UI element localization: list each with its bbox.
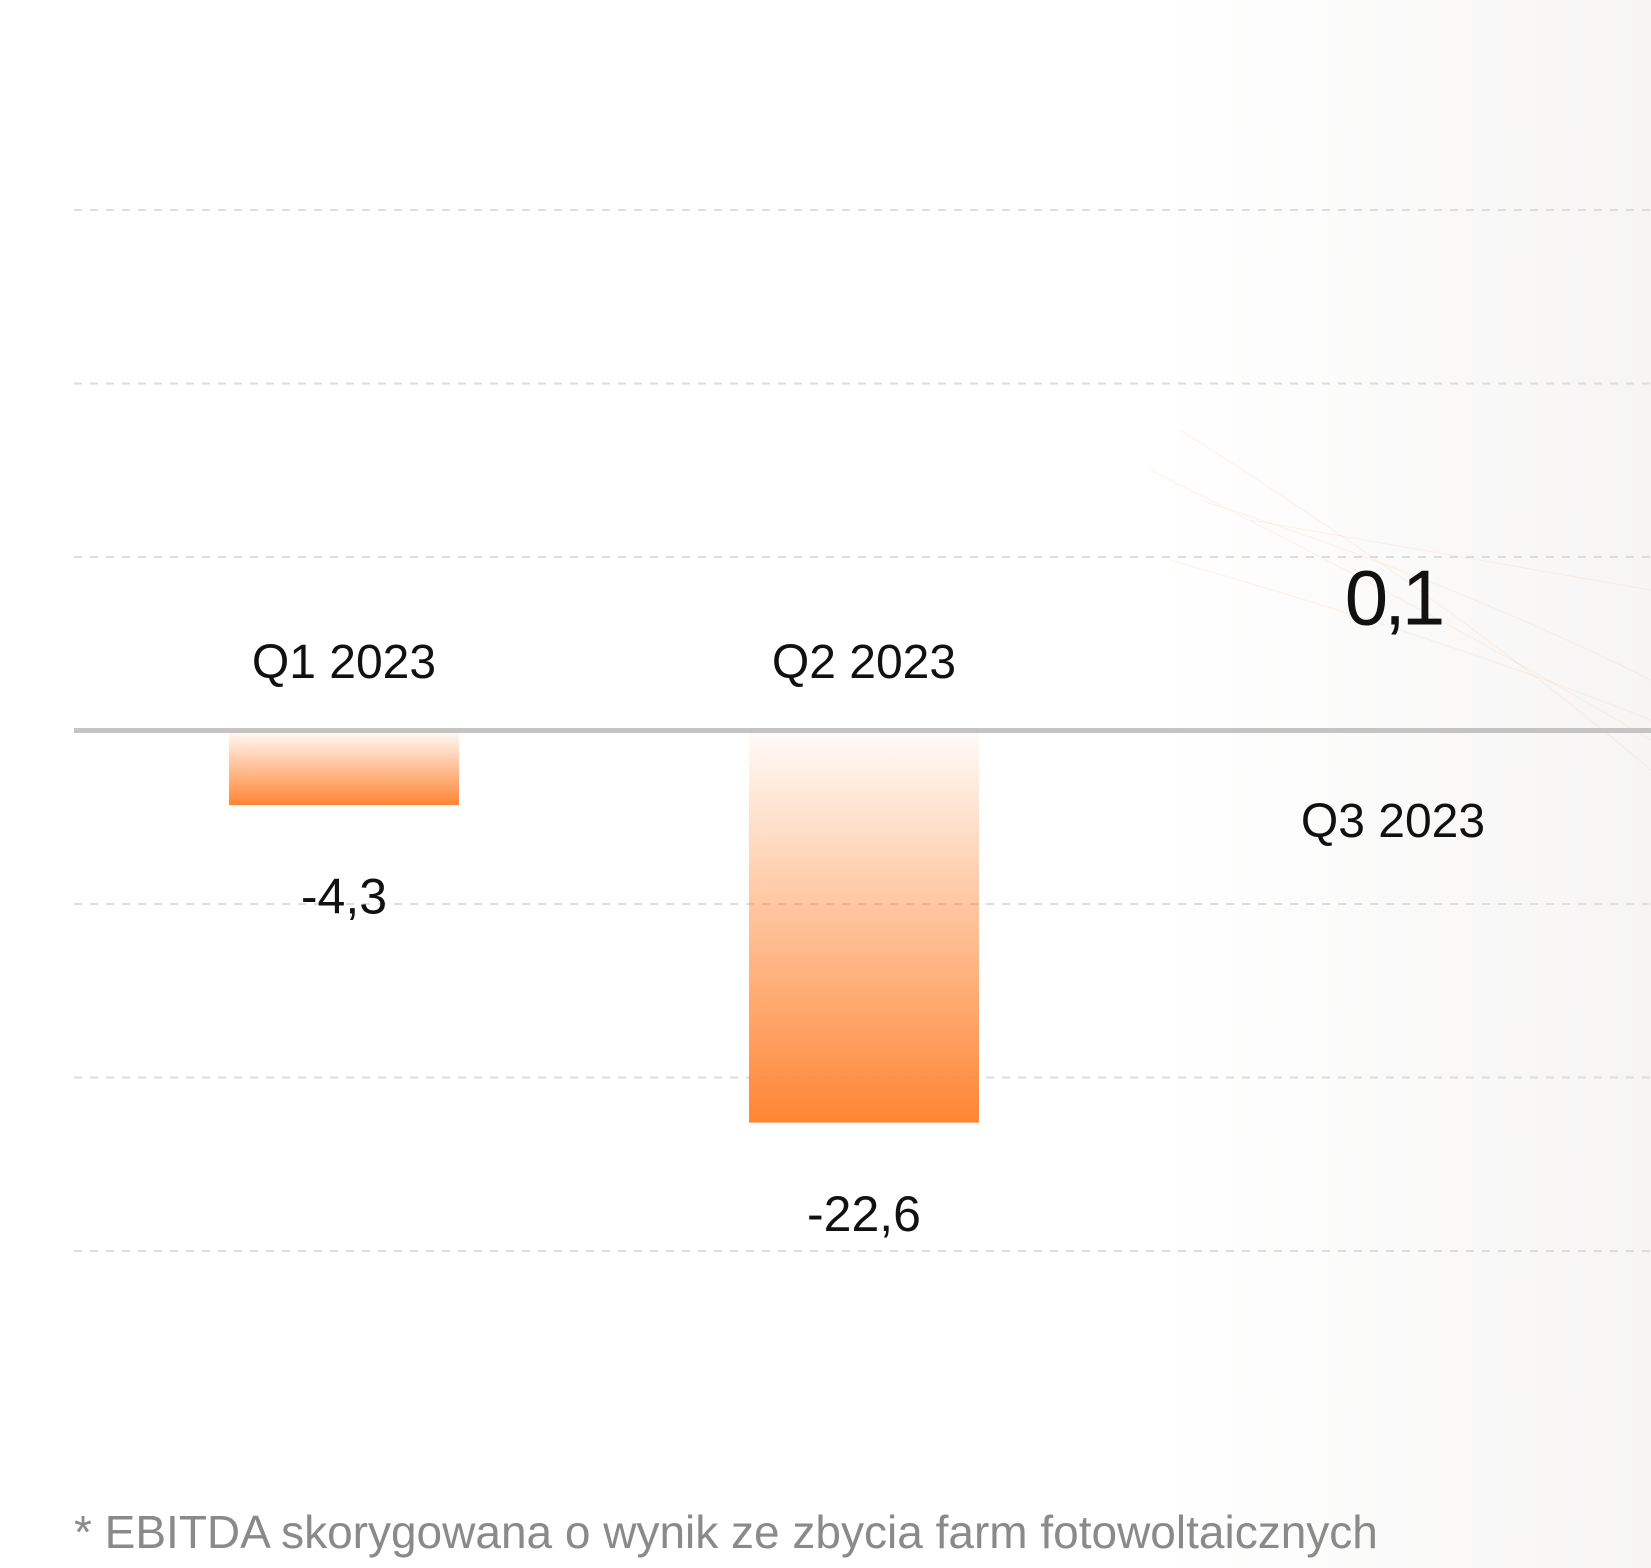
bar bbox=[229, 730, 459, 806]
x-tick-label: Q3 2023 bbox=[1301, 795, 1485, 848]
x-tick-label: Q2 2023 bbox=[772, 636, 956, 689]
bar bbox=[749, 730, 979, 1123]
decor-lines bbox=[1149, 429, 1651, 771]
footnote: * EBITDA skorygowana o wynik ze zbycia f… bbox=[74, 1506, 1378, 1558]
x-tick-label: Q1 2023 bbox=[252, 636, 436, 689]
value-label: -4,3 bbox=[301, 868, 387, 924]
value-label: -22,6 bbox=[807, 1186, 921, 1242]
value-label: 0,1 bbox=[1345, 553, 1442, 641]
